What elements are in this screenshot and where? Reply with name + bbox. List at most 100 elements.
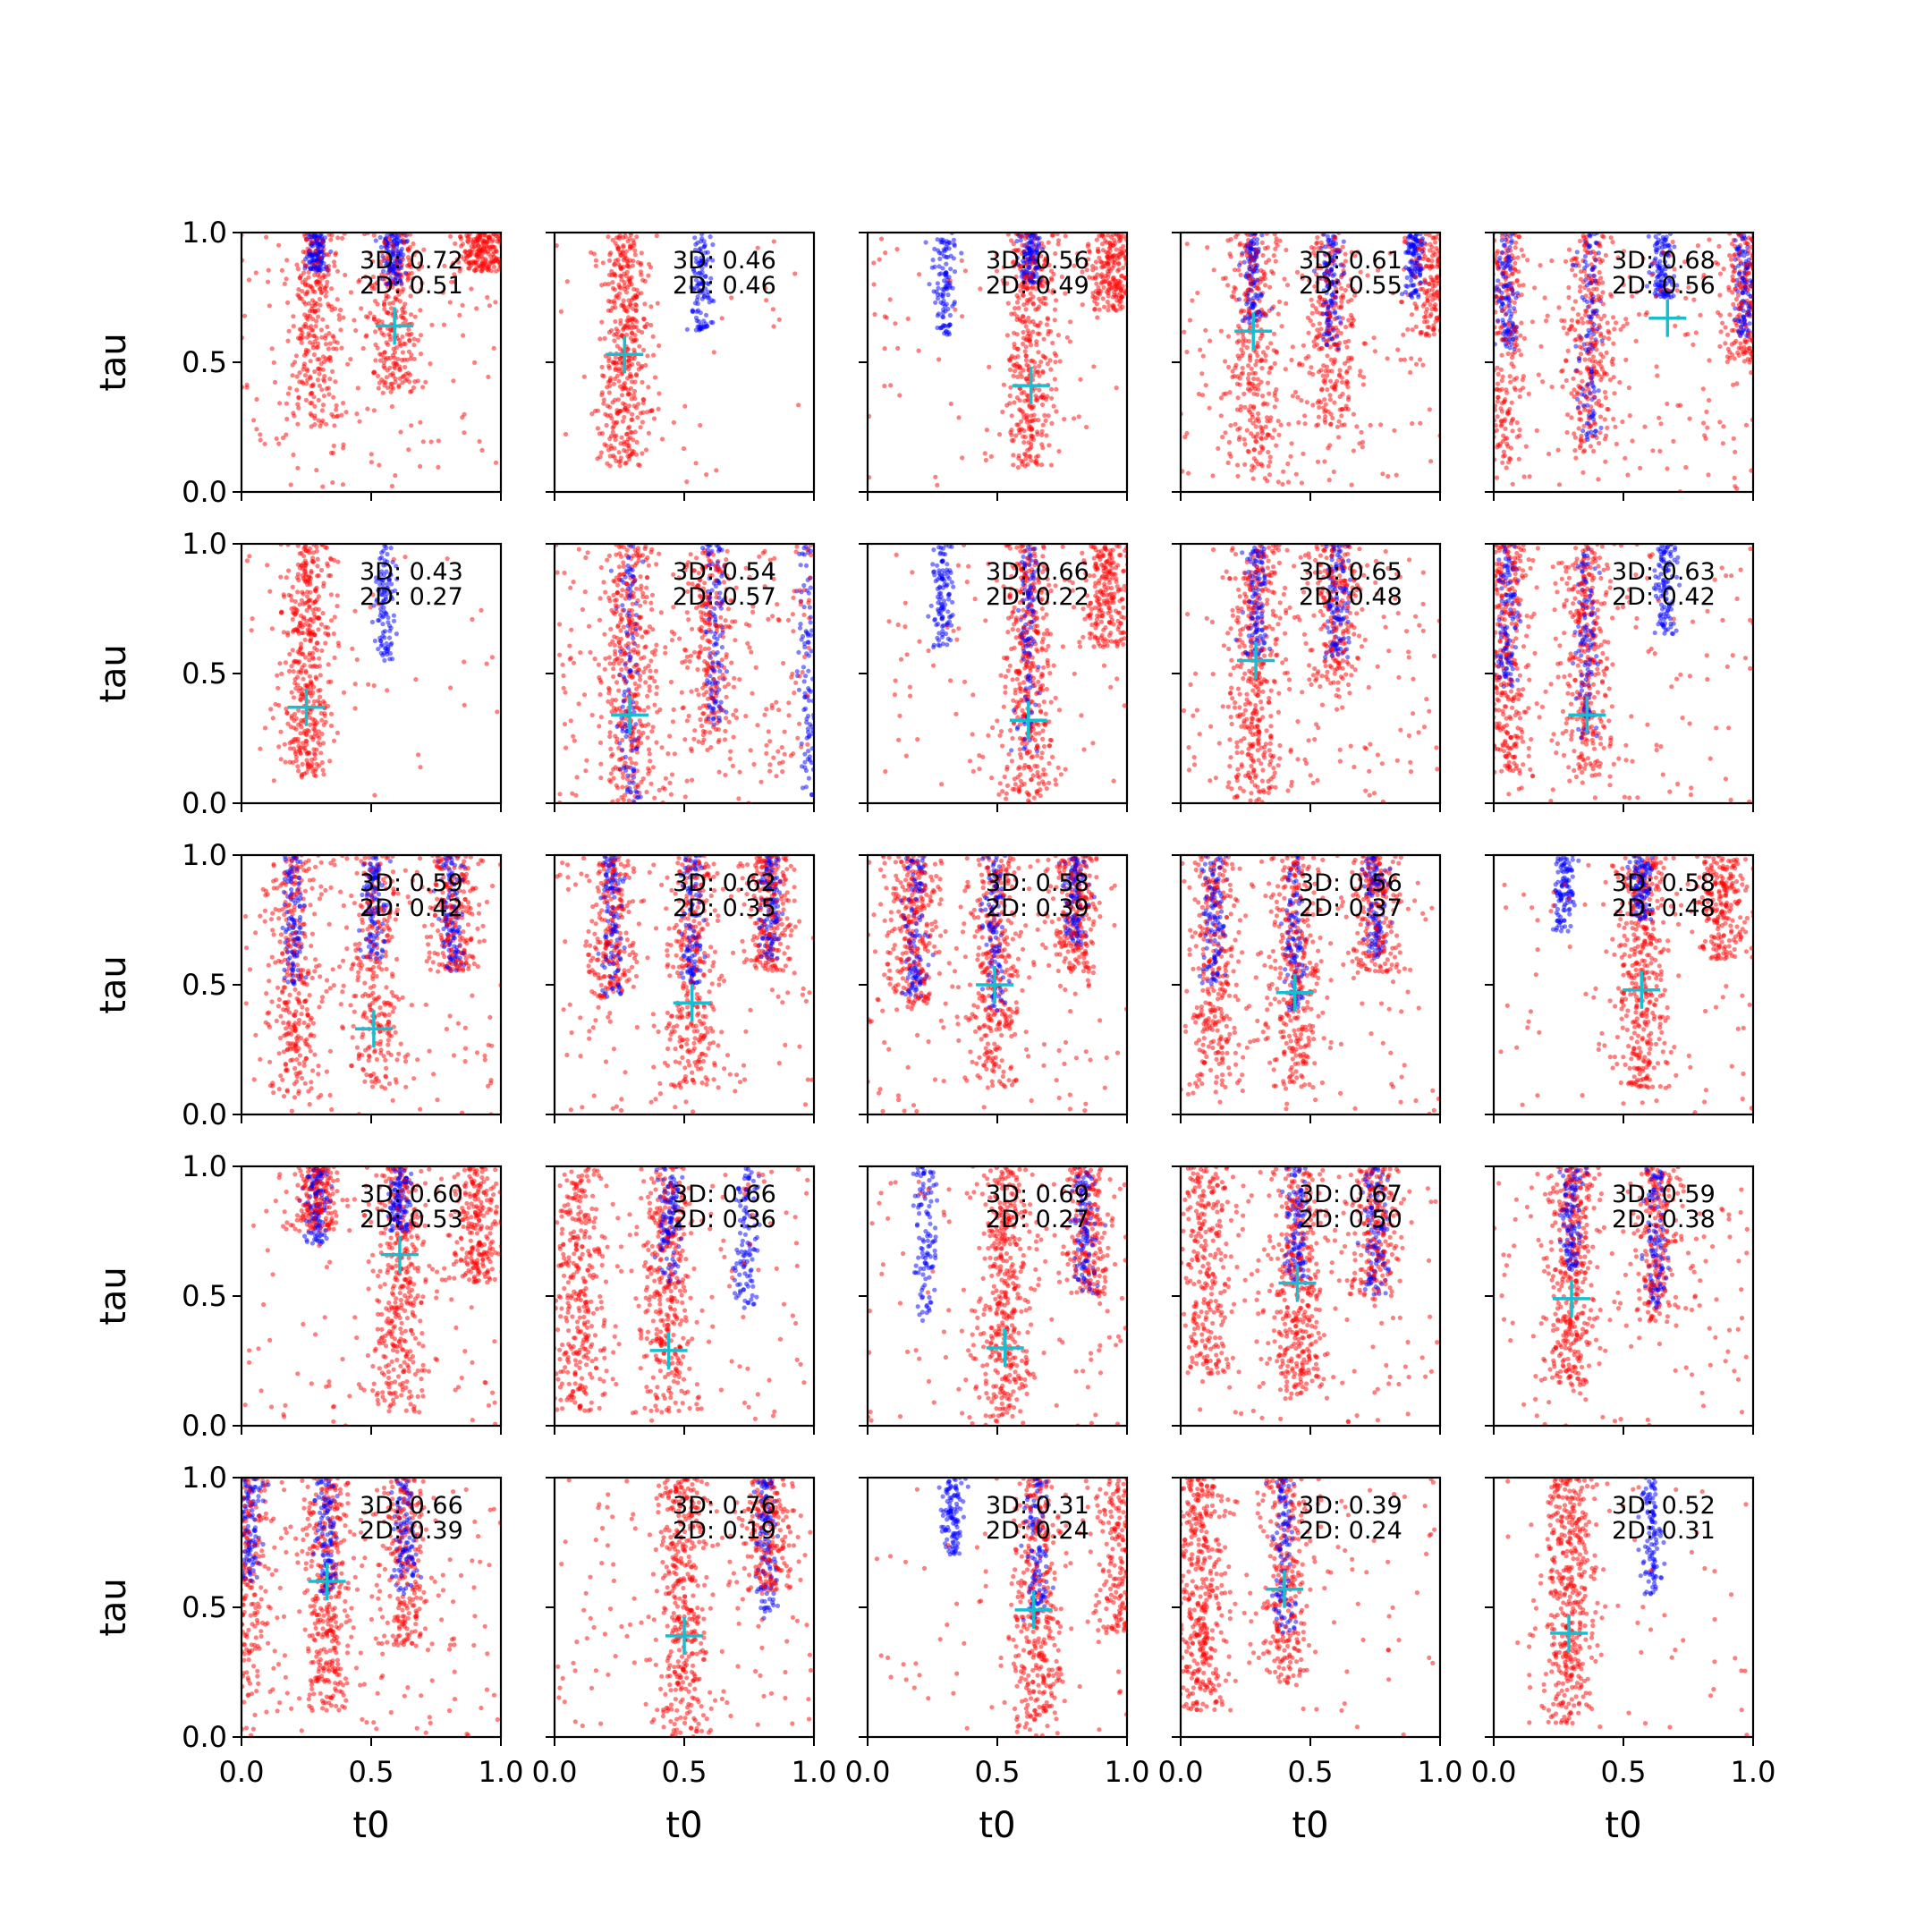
red-point [1323,419,1328,425]
red-point [291,411,296,416]
red-point [622,385,627,390]
red-point [1556,305,1562,310]
red-point [386,236,392,242]
red-point [387,301,393,306]
red-point [345,361,351,367]
blue-point [1412,234,1418,240]
red-point [1019,233,1024,238]
red-point [1512,377,1517,382]
blue-point [1325,318,1330,323]
red-point [333,252,338,258]
red-point [1260,394,1266,399]
red-point [627,279,633,284]
red-point [1721,267,1726,272]
red-point [1572,435,1578,440]
red-point [312,403,318,409]
blue-point [930,258,936,263]
red-point [1455,308,1460,312]
red-point [1336,247,1342,252]
blue-point [1507,303,1513,309]
red-point [959,258,964,263]
red-point [1014,300,1021,305]
red-point [1311,339,1317,344]
red-point [1611,341,1616,346]
red-point [1267,391,1272,396]
red-point [956,415,962,420]
blue-point [1496,318,1501,323]
red-point [269,346,275,352]
red-point [1627,413,1632,419]
red-point [332,263,337,268]
blue-point [314,233,319,239]
red-point [617,356,623,361]
red-point [1052,377,1057,382]
blue-point [931,289,936,294]
blue-point [1585,436,1590,443]
blue-point [1411,242,1417,248]
red-point [1130,293,1134,298]
red-point [1456,303,1461,308]
red-point [502,263,506,267]
red-point [1327,443,1333,448]
red-point [1625,472,1631,478]
red-point [475,257,480,262]
red-point [1615,255,1621,260]
red-point [459,243,464,249]
red-point [1418,357,1423,362]
blue-point [1738,324,1744,329]
red-point [1078,377,1083,382]
red-point [313,324,318,329]
red-point [1238,241,1243,246]
red-point [624,309,630,314]
red-point [1227,451,1233,456]
red-point [1474,342,1479,346]
red-point [607,453,613,459]
red-point [563,431,569,437]
red-point [1434,234,1439,241]
red-point [1669,252,1674,258]
red-point [303,397,309,402]
red-point [339,412,344,418]
red-point [1473,378,1478,383]
red-point [1540,379,1546,385]
blue-point [1502,266,1507,271]
red-point [1040,369,1046,374]
red-point [1320,373,1326,378]
red-point [1487,357,1491,361]
red-point [638,269,644,275]
red-point [1265,402,1270,407]
red-point [297,379,302,385]
red-point [1332,258,1337,263]
red-point [504,232,508,236]
red-point [329,233,335,238]
blue-point [1036,250,1041,256]
red-point [984,428,989,433]
red-point [305,377,310,383]
red-point [1235,395,1241,401]
red-point [406,349,411,354]
red-point [1048,367,1054,372]
red-point [1247,418,1253,423]
blue-point [378,244,384,250]
red-point [1733,252,1738,258]
blue-point [1241,259,1247,265]
red-point [1610,240,1615,245]
red-point [632,301,639,308]
red-point [1427,281,1432,287]
red-point [1116,239,1122,244]
red-point [1727,312,1733,318]
red-point [1649,272,1655,277]
red-point [1424,291,1429,296]
red-point [1020,462,1025,467]
red-point [1572,431,1577,436]
blue-point [404,238,410,243]
red-point [1428,311,1434,317]
blue-point [1327,242,1333,247]
red-point [1577,238,1583,244]
red-point [1339,422,1344,428]
red-point [1354,424,1360,429]
red-point [1313,306,1318,311]
red-point [1385,356,1390,361]
red-point [386,332,392,337]
